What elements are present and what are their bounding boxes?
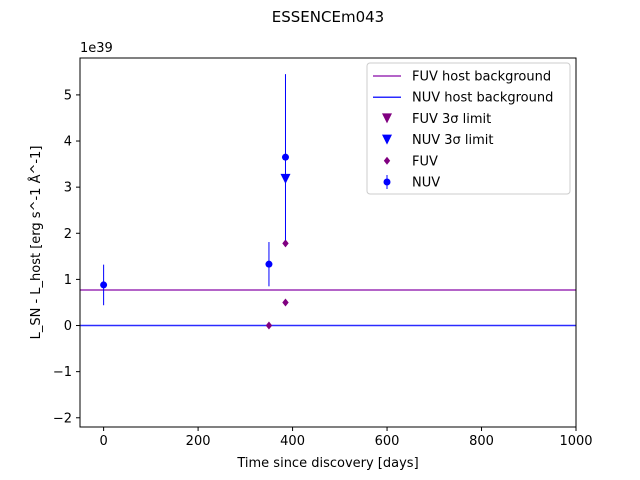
legend-label-nuv-host-background: NUV host background xyxy=(412,91,553,106)
x-axis-label: Time since discovery [days] xyxy=(236,456,418,471)
x-tick-label: 600 xyxy=(375,434,400,449)
nuv-point xyxy=(100,281,108,289)
y-tick-label: −1 xyxy=(53,365,72,380)
legend-label-nuv: NUV xyxy=(412,176,440,191)
x-tick-label: 200 xyxy=(186,434,211,449)
y-tick-label: 5 xyxy=(64,88,72,103)
y-tick-label: −2 xyxy=(53,411,72,426)
legend-label-fuv: FUV xyxy=(412,154,438,169)
y-offset-text: 1e39 xyxy=(80,41,113,56)
legend-label-fuv-host-background: FUV host background xyxy=(412,70,551,85)
y-tick-label: 4 xyxy=(64,135,72,150)
y-tick-label: 0 xyxy=(64,319,72,334)
fuv-point xyxy=(265,321,273,330)
y-tick-label: 1 xyxy=(64,273,72,288)
legend-label-nuv-3-limit: NUV 3σ limit xyxy=(412,133,494,148)
x-tick-label: 1000 xyxy=(559,434,592,449)
y-tick-label: 2 xyxy=(64,227,72,242)
y-tick-label: 3 xyxy=(64,181,72,196)
nuv-point xyxy=(281,153,289,161)
fuv-point xyxy=(282,298,289,307)
x-tick-label: 0 xyxy=(99,434,107,449)
legend-box xyxy=(366,62,571,195)
fuv-point xyxy=(282,239,289,248)
legend-swatch-nuv xyxy=(383,178,391,186)
chart-title: ESSENCEm043 xyxy=(272,8,384,26)
x-tick-label: 800 xyxy=(469,434,494,449)
plot-frame xyxy=(79,57,577,428)
legend-label-fuv-3-limit: FUV 3σ limit xyxy=(412,112,491,127)
y-axis-label: L_SN - L_host [erg s^-1 Å^-1] xyxy=(28,146,44,340)
legend-swatch-nuv-3-limit xyxy=(382,134,392,145)
legend-swatch-fuv-3-limit xyxy=(382,113,392,124)
legend-swatch-fuv xyxy=(383,156,391,165)
nuv-point xyxy=(265,260,273,268)
x-tick-label: 400 xyxy=(280,434,305,449)
